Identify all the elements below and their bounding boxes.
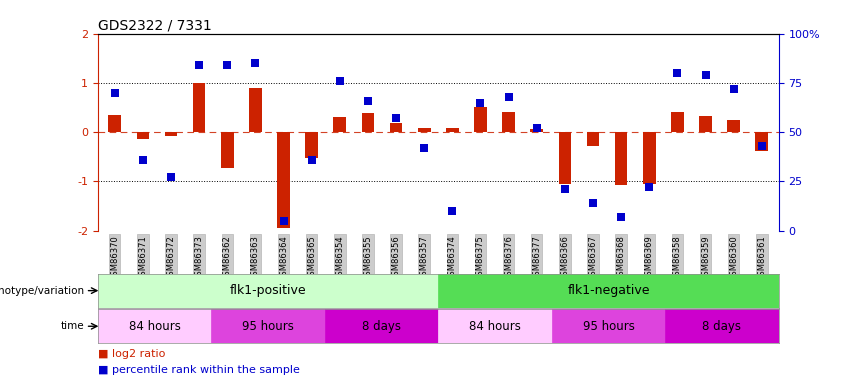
Bar — [362, 114, 374, 132]
Text: ■ log2 ratio: ■ log2 ratio — [98, 349, 165, 359]
Bar — [558, 132, 571, 184]
Bar — [551, 309, 665, 343]
Bar — [586, 132, 599, 146]
Point — [220, 62, 234, 68]
Text: GDS2322 / 7331: GDS2322 / 7331 — [98, 19, 212, 33]
Bar — [671, 111, 683, 132]
Point — [361, 98, 374, 104]
Text: flk1-positive: flk1-positive — [230, 284, 306, 297]
Bar — [530, 129, 543, 132]
Text: 8 days: 8 days — [702, 320, 741, 333]
Bar — [98, 309, 211, 343]
Bar — [325, 309, 438, 343]
Bar — [211, 309, 325, 343]
Point — [389, 116, 403, 122]
Bar — [700, 116, 711, 132]
Bar — [418, 128, 431, 132]
Point — [614, 214, 628, 220]
Point — [192, 62, 206, 68]
Bar — [502, 111, 515, 132]
Bar — [756, 132, 768, 151]
Point — [727, 86, 740, 92]
Text: genotype/variation: genotype/variation — [0, 286, 84, 296]
Bar — [306, 132, 318, 158]
Text: 84 hours: 84 hours — [469, 320, 521, 333]
Point — [755, 143, 768, 149]
Bar — [165, 132, 177, 136]
Point — [333, 78, 346, 84]
Text: 95 hours: 95 hours — [583, 320, 634, 333]
Bar — [614, 132, 627, 185]
Bar — [643, 132, 655, 184]
Point — [248, 60, 262, 66]
Bar — [334, 117, 346, 132]
Point — [417, 145, 431, 151]
Bar — [277, 132, 290, 228]
Bar — [665, 309, 779, 343]
Bar — [221, 132, 234, 168]
Point — [643, 184, 656, 190]
Point — [699, 72, 712, 78]
Bar — [249, 88, 262, 132]
Bar — [438, 309, 551, 343]
Bar — [98, 274, 438, 308]
Text: 8 days: 8 days — [362, 320, 401, 333]
Point — [530, 125, 544, 131]
Point — [502, 94, 516, 100]
Point — [108, 90, 122, 96]
Point — [164, 174, 178, 180]
Text: time: time — [60, 321, 84, 331]
Bar — [728, 120, 740, 132]
Text: ■ percentile rank within the sample: ■ percentile rank within the sample — [98, 364, 300, 375]
Point — [446, 208, 460, 214]
Text: 84 hours: 84 hours — [129, 320, 180, 333]
Text: 95 hours: 95 hours — [243, 320, 294, 333]
Point — [305, 157, 318, 163]
Point — [277, 218, 290, 224]
Point — [586, 200, 600, 206]
Bar — [438, 274, 779, 308]
Point — [474, 100, 488, 106]
Text: flk1-negative: flk1-negative — [568, 284, 649, 297]
Point — [558, 186, 572, 192]
Bar — [136, 132, 149, 139]
Bar — [474, 106, 487, 132]
Point — [136, 157, 150, 163]
Bar — [390, 123, 403, 132]
Bar — [446, 128, 459, 132]
Bar — [108, 115, 121, 132]
Bar — [193, 83, 205, 132]
Point — [671, 70, 684, 76]
